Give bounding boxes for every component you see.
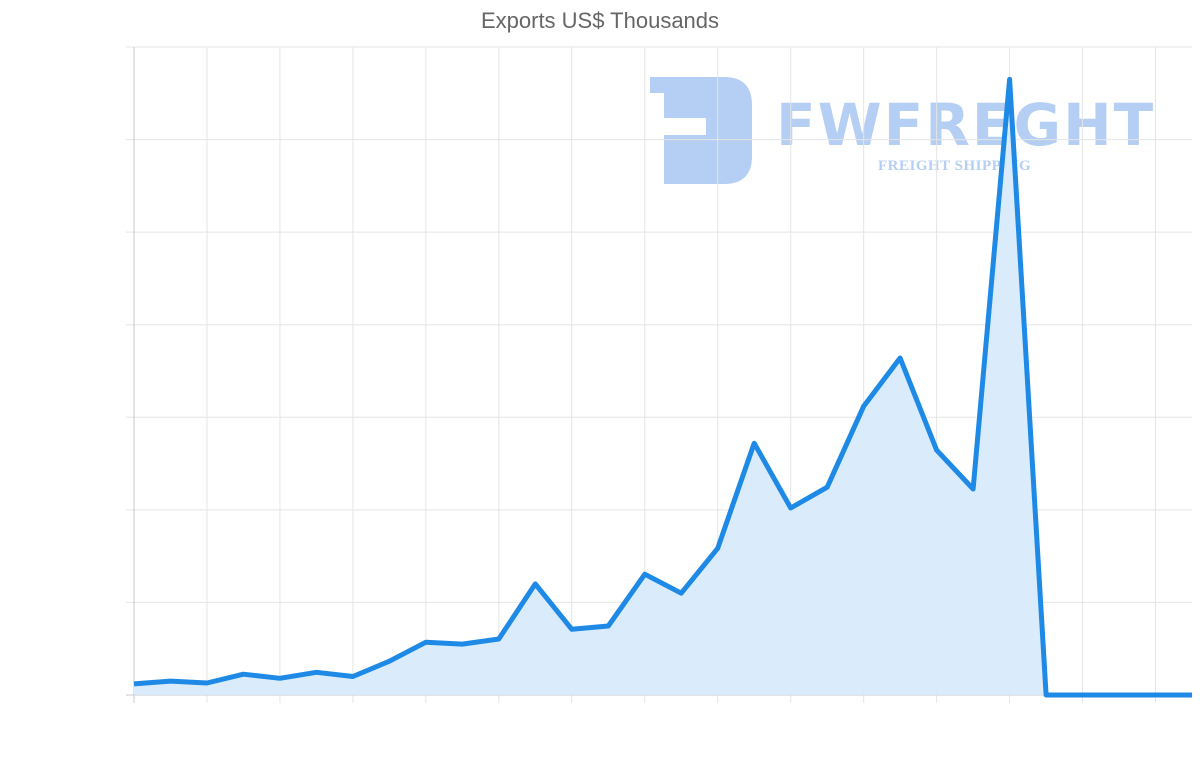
area-fill (134, 79, 1192, 695)
chart-title: Exports US$ Thousands (480, 8, 720, 33)
data-line (133, 76, 1192, 698)
